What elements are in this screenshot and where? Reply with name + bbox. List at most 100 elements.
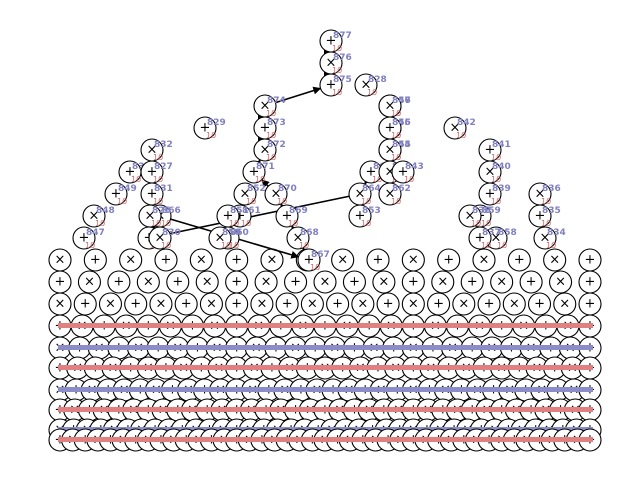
node-operator: × — [385, 187, 396, 202]
node-operator: × — [535, 187, 546, 202]
node-operator: × — [260, 99, 271, 114]
tree-edge — [158, 195, 350, 239]
node-operator: + — [385, 121, 396, 136]
node-operator: + — [366, 165, 377, 180]
node-value-label: 10 — [288, 219, 298, 228]
node-circle — [242, 160, 266, 184]
node-circle — [264, 182, 288, 206]
node-operator: × — [155, 231, 166, 246]
node-operator: + — [249, 165, 260, 180]
tree-node: +847 10 — [72, 226, 105, 250]
dense-tree-node: + — [507, 248, 531, 272]
dense-tree-node: + — [275, 292, 299, 316]
svg-text:×: × — [155, 297, 166, 312]
node-value-label: 10 — [161, 241, 171, 250]
node-value-label: 10 — [491, 175, 501, 184]
tree-node: ×832 10 — [140, 138, 173, 162]
node-value-label: 10 — [131, 175, 141, 184]
svg-text:×: × — [549, 253, 560, 268]
node-id-label: 837 — [482, 228, 501, 238]
tree-node: ×838 10 — [458, 204, 491, 228]
dense-tree-node: × — [77, 270, 101, 294]
node-id-label: 868 — [300, 228, 319, 238]
node-id-label: 843 — [405, 162, 424, 172]
svg-text:+: + — [113, 275, 124, 290]
node-operator: + — [304, 253, 315, 268]
dense-tree-node: + — [225, 292, 249, 316]
node-operator: + — [535, 209, 546, 224]
node-value-label: 10 — [481, 219, 491, 228]
node-id-label: 869 — [289, 206, 308, 216]
svg-text:×: × — [408, 253, 419, 268]
node-id-label: 852 — [247, 184, 266, 194]
overlapping-label-band — [58, 387, 593, 392]
dense-tree-node: × — [401, 292, 425, 316]
tree-node: +875 10 — [319, 73, 352, 97]
node-id-label: 875 — [333, 75, 352, 85]
node-id-label: 860 — [230, 228, 249, 238]
node-id-label: 849 — [118, 184, 137, 194]
tree-node: ×844 10 — [378, 138, 411, 162]
node-operator: + — [485, 187, 496, 202]
dense-tree-node: + — [174, 292, 198, 316]
tree-node: ×852 10 — [233, 182, 266, 206]
node-value-label: 10 — [367, 88, 377, 97]
dense-tree-node: + — [477, 292, 501, 316]
dense-tree-node: × — [549, 270, 573, 294]
dense-tree-node: + — [527, 292, 552, 316]
dense-tree-node: + — [107, 270, 131, 294]
node-operator: + — [475, 231, 486, 246]
node-value-label: 10 — [481, 241, 491, 250]
svg-text:+: + — [282, 297, 293, 312]
svg-text:×: × — [55, 297, 66, 312]
node-id-label: 836 — [542, 184, 561, 194]
dense-tree-node: × — [250, 292, 274, 316]
svg-text:+: + — [161, 253, 172, 268]
dense-tree-node: + — [578, 270, 602, 294]
node-value-label: 10 — [497, 241, 507, 250]
node-id-label: 858 — [498, 228, 517, 238]
overlapping-label-band — [58, 437, 593, 442]
svg-text:×: × — [307, 297, 318, 312]
node-id-label: 870 — [278, 184, 297, 194]
tree-node: +877 10 — [319, 29, 352, 53]
node-value-label: 10 — [310, 263, 320, 272]
dense-tree-node: × — [472, 248, 496, 272]
tree-node: +831 10 — [140, 182, 173, 206]
tree-node: ×848 10 — [82, 204, 115, 228]
node-circle — [104, 182, 128, 206]
node-value-label: 10 — [246, 197, 256, 206]
node-value-label: 10 — [391, 153, 401, 162]
node-id-label: 832 — [154, 140, 173, 150]
node-id-label: 856 — [392, 118, 411, 128]
node-id-label: 853 — [362, 206, 381, 216]
tree-edge — [261, 179, 270, 188]
node-value-label: 10 — [541, 219, 551, 228]
svg-text:×: × — [105, 297, 116, 312]
node-id-label: 831 — [154, 184, 173, 194]
svg-text:×: × — [357, 297, 368, 312]
dense-tree-node: + — [154, 248, 178, 272]
node-value-label: 10 — [332, 66, 342, 75]
node-value-label: 10 — [332, 44, 342, 53]
node-value-label: 10 — [546, 241, 556, 250]
node-value-label: 10 — [372, 175, 382, 184]
tree-node: ×876 10 — [319, 51, 352, 75]
node-id-label: 866 — [162, 206, 181, 216]
svg-text:×: × — [320, 275, 331, 290]
node-id-label: 839 — [492, 184, 511, 194]
node-circle — [468, 226, 492, 250]
dense-tree-node: × — [300, 292, 324, 316]
svg-text:×: × — [559, 297, 570, 312]
svg-text:+: + — [231, 275, 242, 290]
tree-node: ×868 10 — [286, 226, 319, 250]
svg-text:×: × — [55, 253, 66, 268]
dense-tree-node: × — [48, 248, 72, 272]
svg-text:×: × — [458, 297, 469, 312]
node-circle — [443, 116, 467, 140]
dense-tree-node: + — [284, 270, 308, 294]
dense-tree-node: + — [460, 270, 484, 294]
node-circle — [193, 116, 217, 140]
node-id-label: 871 — [256, 162, 275, 172]
